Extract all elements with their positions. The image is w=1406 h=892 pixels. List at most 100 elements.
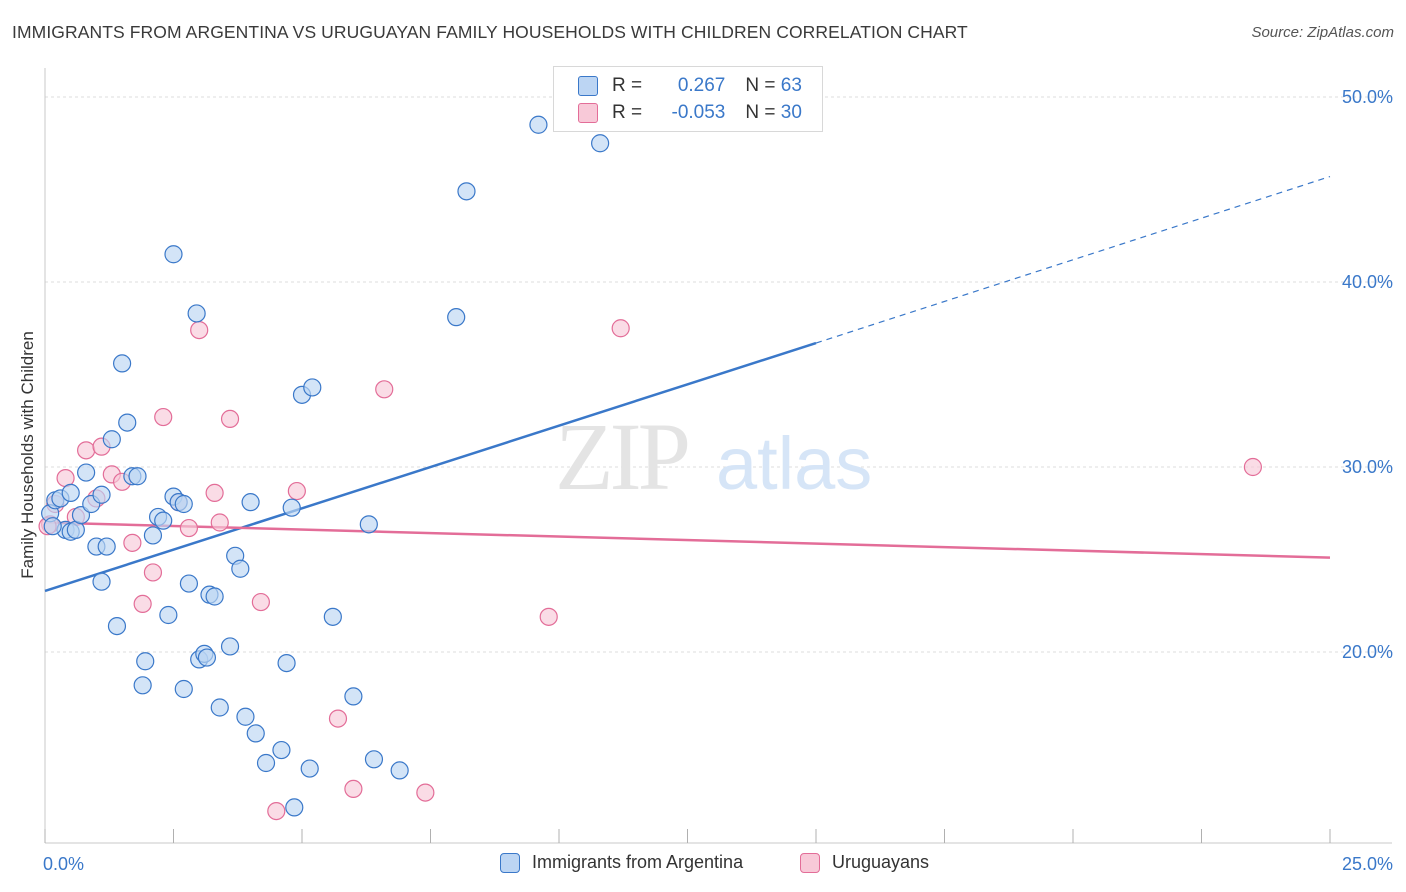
- point-argentina: [323, 607, 342, 626]
- point-argentina: [591, 134, 610, 153]
- y-tick-label: 20.0%: [1342, 642, 1393, 662]
- point-argentina: [364, 750, 384, 769]
- point-argentina: [529, 115, 548, 134]
- legend-n-label: N =: [745, 102, 781, 123]
- legend-n-value: 63: [780, 75, 802, 96]
- x-tick-label: 25.0%: [1342, 854, 1393, 874]
- point-uruguayans: [328, 709, 348, 728]
- legend-r-label: R =: [612, 102, 648, 123]
- point-argentina: [136, 652, 155, 671]
- point-argentina: [164, 245, 183, 264]
- point-argentina: [97, 537, 116, 556]
- watermark-zip: ZIP: [555, 403, 688, 510]
- point-argentina: [303, 378, 322, 397]
- point-argentina: [174, 494, 193, 514]
- point-argentina: [231, 559, 250, 578]
- point-argentina: [277, 653, 296, 673]
- trendline-argentina-extension: [815, 175, 1331, 344]
- point-uruguayans: [611, 319, 630, 338]
- series-legend: Immigrants from Argentina Uruguayans: [0, 852, 1406, 878]
- point-argentina: [220, 637, 240, 656]
- chart-title: IMMIGRANTS FROM ARGENTINA VS URUGUAYAN F…: [12, 22, 968, 42]
- legend-swatch-argentina: [578, 76, 598, 96]
- y-tick-label: 40.0%: [1342, 272, 1393, 292]
- point-argentina: [128, 467, 147, 486]
- y-tick-label: 30.0%: [1342, 457, 1393, 477]
- watermark: ZIP atlas: [555, 403, 872, 510]
- points-layer: [38, 115, 1263, 821]
- point-argentina: [282, 498, 301, 517]
- legend-r-value: 0.267: [672, 75, 726, 96]
- legend-r-label: R =: [612, 75, 648, 96]
- point-uruguayans: [1243, 457, 1263, 477]
- point-argentina: [92, 485, 111, 504]
- watermark-atlas: atlas: [716, 422, 872, 505]
- legend-row-uruguayans: R = -0.053 N = 30: [578, 100, 802, 126]
- point-uruguayans: [220, 409, 240, 428]
- trendline-argentina: [44, 341, 817, 593]
- point-uruguayans: [133, 594, 152, 614]
- source-label: Source: ZipAtlas.com: [1251, 24, 1394, 41]
- legend-row-argentina: R = 0.267 N = 63: [578, 73, 802, 99]
- point-argentina: [241, 493, 260, 512]
- point-argentina: [210, 698, 229, 717]
- point-argentina: [107, 616, 127, 636]
- point-argentina: [61, 483, 80, 502]
- point-argentina: [71, 505, 91, 525]
- correlation-legend: R = 0.267 N = 63 R = -0.053 N = 30: [553, 66, 823, 132]
- point-uruguayans: [143, 563, 163, 582]
- point-argentina: [447, 308, 466, 327]
- trend-layer: [44, 175, 1331, 593]
- point-argentina: [112, 354, 132, 373]
- point-argentina: [300, 759, 319, 778]
- point-uruguayans: [344, 779, 363, 799]
- point-argentina: [159, 605, 178, 625]
- point-argentina: [92, 572, 111, 591]
- legend-swatch-uruguayans: [800, 852, 820, 873]
- legend-item-uruguayans: Uruguayans: [800, 852, 929, 873]
- point-uruguayans: [287, 481, 306, 501]
- legend-n-value: 30: [780, 102, 802, 123]
- point-argentina: [246, 724, 265, 743]
- point-uruguayans: [375, 380, 394, 399]
- point-uruguayans: [154, 407, 173, 427]
- point-argentina: [344, 687, 363, 706]
- legend-r-value: -0.053: [671, 102, 726, 123]
- point-argentina: [133, 676, 152, 695]
- trendline-uruguayans: [44, 521, 1331, 559]
- y-axis-label: Family Households with Children: [18, 331, 37, 579]
- point-argentina: [390, 761, 409, 780]
- y-tick-label: 50.0%: [1342, 87, 1393, 107]
- point-uruguayans: [539, 607, 558, 626]
- point-uruguayans: [179, 518, 199, 538]
- legend-n-label: N =: [745, 75, 781, 96]
- point-argentina: [143, 526, 163, 545]
- point-argentina: [205, 587, 224, 606]
- legend-label-argentina: Immigrants from Argentina: [532, 852, 744, 872]
- point-argentina: [236, 707, 255, 726]
- point-uruguayans: [210, 513, 229, 532]
- point-uruguayans: [251, 592, 270, 612]
- point-argentina: [197, 648, 217, 667]
- point-argentina: [179, 574, 199, 593]
- point-argentina: [43, 517, 62, 536]
- point-argentina: [154, 511, 173, 530]
- point-argentina: [285, 798, 304, 817]
- point-argentina: [272, 740, 291, 760]
- axis-layer: 20.0% 30.0% 40.0% 50.0% 0.0% 25.0%: [43, 68, 1393, 874]
- point-argentina: [359, 515, 378, 534]
- point-uruguayans: [77, 441, 96, 460]
- point-argentina: [256, 753, 276, 773]
- legend-swatch-argentina: [500, 852, 520, 873]
- point-argentina: [77, 463, 96, 482]
- point-uruguayans: [205, 483, 224, 502]
- point-uruguayans: [123, 533, 142, 552]
- point-argentina: [102, 430, 121, 449]
- legend-swatch-uruguayans: [578, 103, 598, 123]
- point-uruguayans: [190, 321, 209, 340]
- point-argentina: [457, 182, 476, 201]
- grid-layer: [45, 96, 1392, 653]
- point-argentina: [187, 304, 206, 323]
- legend-item-argentina: Immigrants from Argentina: [500, 852, 743, 873]
